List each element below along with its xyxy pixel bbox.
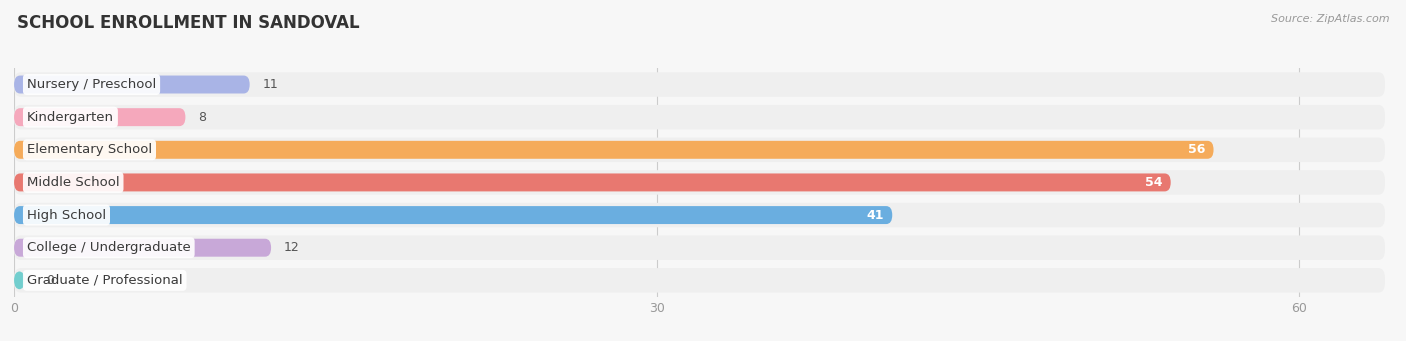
Text: 56: 56 (1188, 143, 1205, 156)
FancyBboxPatch shape (14, 206, 893, 224)
Text: Nursery / Preschool: Nursery / Preschool (27, 78, 156, 91)
Text: 0: 0 (46, 274, 55, 287)
FancyBboxPatch shape (14, 174, 1171, 191)
Text: College / Undergraduate: College / Undergraduate (27, 241, 191, 254)
Text: 8: 8 (198, 111, 207, 124)
FancyBboxPatch shape (14, 236, 1385, 260)
Text: Kindergarten: Kindergarten (27, 111, 114, 124)
FancyBboxPatch shape (14, 76, 250, 93)
Text: SCHOOL ENROLLMENT IN SANDOVAL: SCHOOL ENROLLMENT IN SANDOVAL (17, 14, 360, 32)
Text: Graduate / Professional: Graduate / Professional (27, 274, 183, 287)
Text: Middle School: Middle School (27, 176, 120, 189)
FancyBboxPatch shape (14, 141, 1213, 159)
FancyBboxPatch shape (14, 239, 271, 257)
FancyBboxPatch shape (14, 137, 1385, 162)
FancyBboxPatch shape (14, 271, 25, 289)
Text: 41: 41 (866, 209, 884, 222)
Text: Source: ZipAtlas.com: Source: ZipAtlas.com (1271, 14, 1389, 24)
Text: High School: High School (27, 209, 105, 222)
FancyBboxPatch shape (14, 108, 186, 126)
FancyBboxPatch shape (14, 268, 1385, 293)
Text: Elementary School: Elementary School (27, 143, 152, 156)
Text: 11: 11 (263, 78, 278, 91)
FancyBboxPatch shape (14, 72, 1385, 97)
Text: 12: 12 (284, 241, 299, 254)
Text: 54: 54 (1144, 176, 1163, 189)
FancyBboxPatch shape (14, 105, 1385, 129)
FancyBboxPatch shape (14, 170, 1385, 195)
FancyBboxPatch shape (14, 203, 1385, 227)
